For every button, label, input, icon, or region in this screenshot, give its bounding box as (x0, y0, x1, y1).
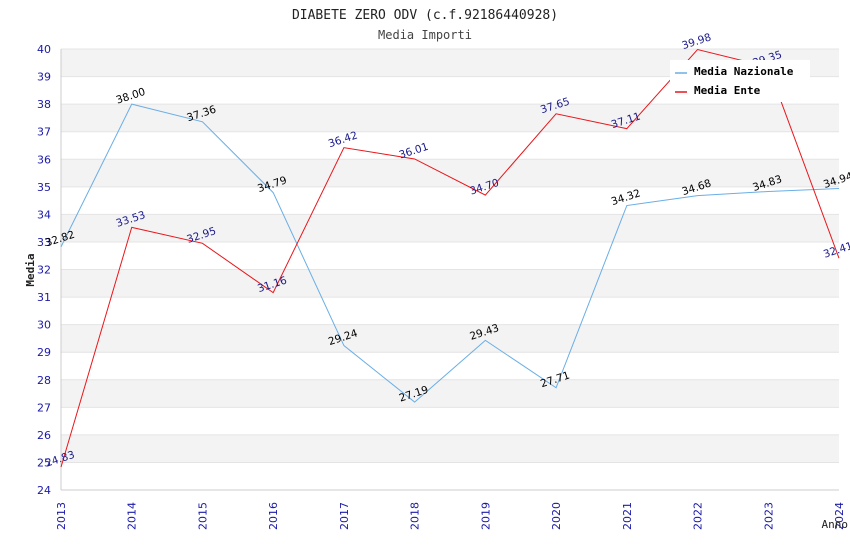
grid-band (61, 159, 839, 187)
y-tick-label: 35 (37, 181, 51, 194)
grid-band (61, 269, 839, 298)
x-tick-label: 2021 (621, 502, 634, 530)
grid-band (61, 379, 839, 408)
legend-box (670, 60, 810, 102)
grid-band (61, 324, 839, 353)
legend-label-media-ente: Media Ente (694, 84, 761, 97)
x-tick-label: 2014 (126, 502, 139, 530)
y-tick-label: 30 (37, 319, 51, 332)
x-tick-label: 2017 (338, 502, 351, 530)
grid-band (61, 352, 839, 380)
x-tick-label: 2016 (267, 502, 280, 530)
grid-band (61, 407, 839, 435)
y-tick-label: 40 (37, 43, 51, 56)
x-tick-label: 2024 (833, 502, 846, 530)
x-axis: 2013 2014 2015 2016 2017 2018 2019 2020 2021 2022… (55, 489, 846, 530)
y-tick-label: 31 (37, 291, 51, 304)
series-line-media-ente (60, 48, 840, 468)
grid-band (61, 434, 839, 463)
y-tick-label: 25 (37, 456, 51, 469)
legend: Media Nazionale Media Ente (670, 60, 810, 102)
grid-band (61, 462, 839, 490)
grid-band (61, 131, 839, 160)
y-tick-label: 36 (37, 153, 51, 166)
grid-band (61, 297, 839, 325)
grid-band (61, 241, 839, 270)
x-axis-label: Anno (822, 518, 849, 531)
y-tick-label: 37 (37, 126, 51, 139)
y-tick-label: 39 (37, 71, 51, 84)
x-tick-label: 2023 (762, 502, 775, 530)
x-tick-label: 2015 (196, 502, 209, 530)
y-axis: 24 25 26 27 28 29 30 31 32 33 34 35 36 37 38 39 40 (37, 43, 62, 497)
chart-title: DIABETE ZERO ODV (c.f.92186440928) (292, 8, 558, 23)
grid-band (61, 186, 839, 215)
x-tick-label: 2013 (55, 502, 68, 530)
grid-band (61, 214, 839, 242)
y-tick-label: 29 (37, 346, 51, 359)
x-tick-label: 2022 (692, 502, 705, 530)
x-tick-label: 2018 (409, 502, 422, 530)
grid-band (61, 104, 839, 132)
y-tick-label: 34 (37, 208, 51, 221)
y-tick-label: 24 (37, 484, 51, 497)
y-axis-label: Media (24, 253, 37, 286)
x-tick-label: 2020 (550, 502, 563, 530)
series-line-media-nazionale (60, 103, 840, 403)
y-tick-label: 28 (37, 374, 51, 387)
y-tick-label: 26 (37, 429, 51, 442)
series-lines (60, 48, 840, 468)
chart-subtitle: Media Importi (378, 28, 472, 42)
grid-bands (61, 48, 839, 491)
x-tick-label: 2019 (479, 502, 492, 530)
y-tick-label: 32 (37, 264, 51, 277)
legend-label-media-nazionale: Media Nazionale (694, 65, 794, 78)
y-tick-label: 38 (37, 98, 51, 111)
y-tick-label: 33 (37, 236, 51, 249)
y-tick-label: 27 (37, 401, 51, 414)
